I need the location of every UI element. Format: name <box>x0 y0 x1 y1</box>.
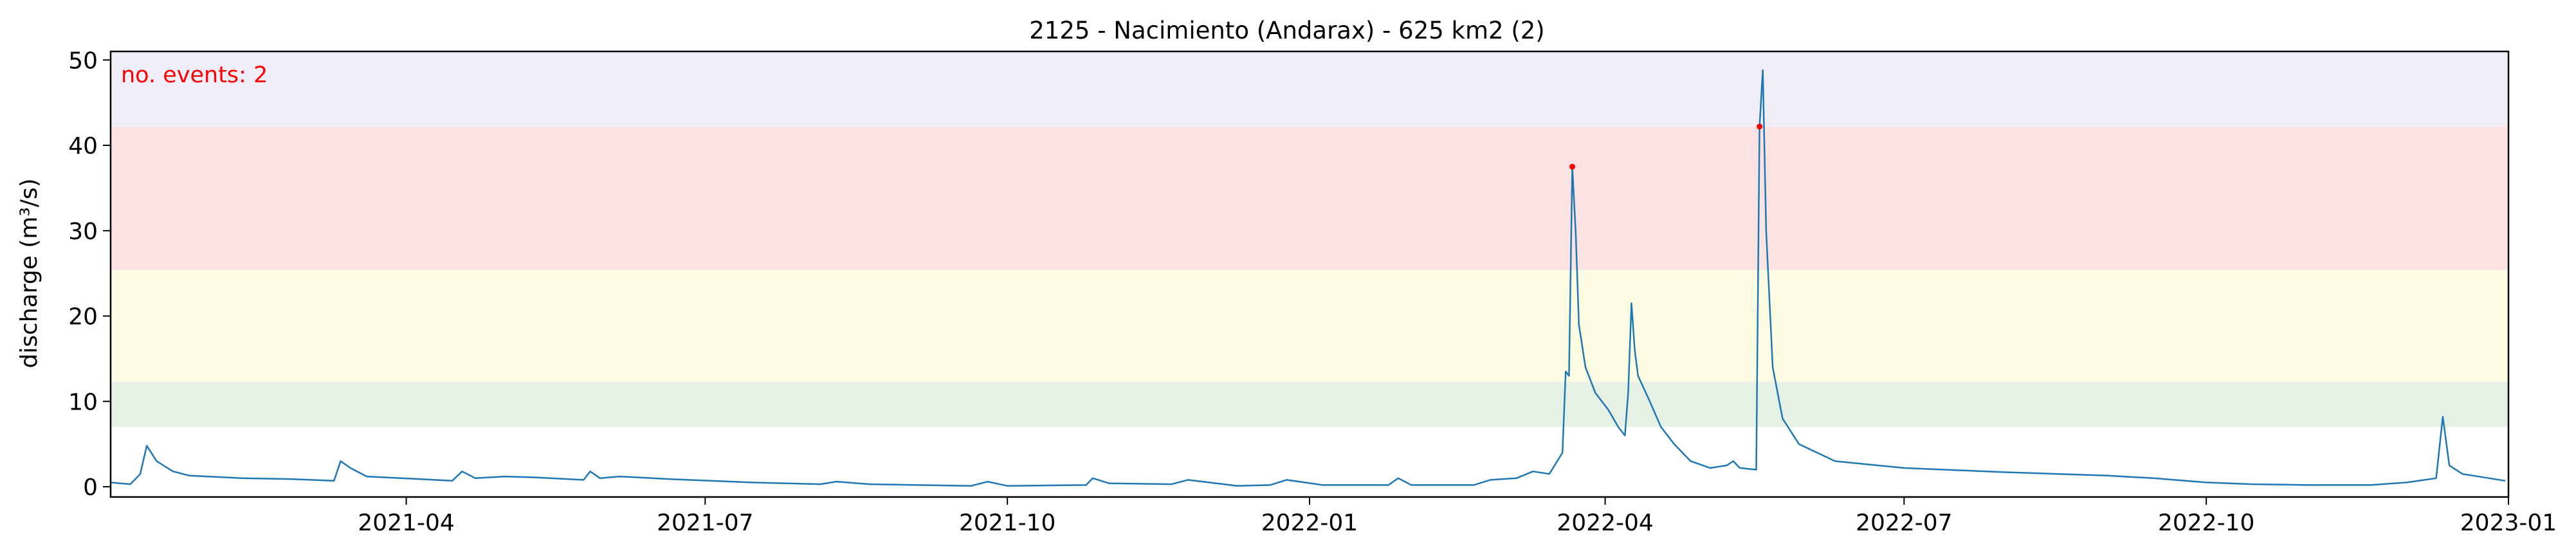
plot-frame <box>109 50 2510 498</box>
y-tick-label: 20 <box>68 304 98 330</box>
events-annotation: no. events: 2 <box>121 62 268 88</box>
y-axis-ticks: 0 10 20 30 40 50 <box>68 48 111 501</box>
discharge-series-line <box>110 69 2506 487</box>
series-layer <box>110 69 2506 487</box>
x-tick-label: 2022-10 <box>2158 510 2254 536</box>
y-tick-label: 0 <box>83 474 98 501</box>
x-tick-label: 2022-07 <box>1856 510 1952 536</box>
x-axis-ticks: 2021-04 2021-07 2021-10 2022-01 2022-04 2022-… <box>358 497 2557 536</box>
y-axis-label: discharge (m³/s) <box>16 178 42 368</box>
threshold-bands <box>111 51 2508 428</box>
threshold-band-0 <box>111 381 2508 428</box>
threshold-band-1 <box>111 269 2508 382</box>
y-tick-label: 40 <box>68 133 98 159</box>
x-tick-label: 2021-04 <box>358 510 454 536</box>
x-tick-label: 2022-01 <box>1261 510 1358 536</box>
threshold-band-2 <box>111 126 2508 270</box>
y-tick-label: 50 <box>68 48 98 74</box>
event-markers <box>1569 123 1763 170</box>
x-tick-label: 2021-07 <box>657 510 753 536</box>
x-tick-label: 2021-10 <box>959 510 1055 536</box>
x-tick-label: 2022-04 <box>1557 510 1653 536</box>
event-marker <box>1757 123 1763 130</box>
y-tick-label: 10 <box>68 389 98 415</box>
x-tick-label: 2023-01 <box>2460 510 2557 536</box>
y-tick-label: 30 <box>68 219 98 245</box>
threshold-band-3 <box>111 51 2508 127</box>
chart-title: 2125 - Nacimiento (Andarax) - 625 km2 (2… <box>1029 17 1544 44</box>
event-marker <box>1569 163 1576 170</box>
